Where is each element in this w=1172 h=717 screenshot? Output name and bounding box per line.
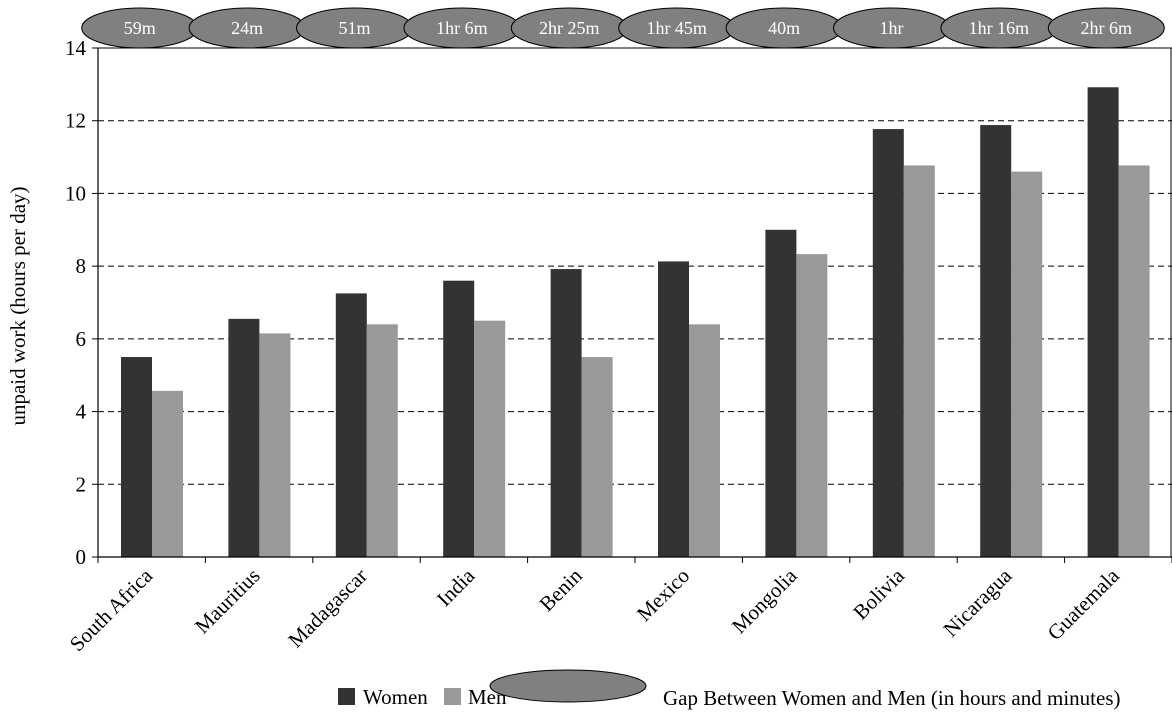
x-tick-labels: South Africa Mauritius Madagascar India Beni… xyxy=(65,563,1125,656)
x-tick-label: Mexico xyxy=(632,564,694,626)
y-tick-label: 2 xyxy=(76,472,87,496)
y-tick-label: 8 xyxy=(76,254,87,278)
bar-men xyxy=(796,254,828,557)
gap-label: 40m xyxy=(768,18,800,38)
y-tick-label: 12 xyxy=(65,109,86,133)
bar-women xyxy=(443,280,475,557)
y-tick-label: 14 xyxy=(65,36,87,60)
bar-men xyxy=(1118,165,1150,557)
legend-swatch-women xyxy=(338,688,355,705)
bar-men xyxy=(474,320,506,557)
bars xyxy=(121,87,1150,558)
y-axis-label: unpaid work (hours per day) xyxy=(6,186,30,425)
x-tick-label: Mongolia xyxy=(727,563,802,638)
y-tick-label: 6 xyxy=(76,327,87,351)
gap-label: 1hr xyxy=(880,18,904,38)
bar-women xyxy=(228,318,260,557)
bar-men xyxy=(689,324,720,557)
legend-swatch-men xyxy=(444,688,461,705)
bar-men xyxy=(903,165,935,557)
x-tick-label: South Africa xyxy=(65,563,158,656)
bar-women xyxy=(658,261,689,557)
gap-label: 59m xyxy=(124,18,156,38)
y-tick-label: 0 xyxy=(76,545,87,569)
y-tick-labels: 0 2 4 6 8 10 12 14 xyxy=(65,36,87,569)
y-tick-label: 4 xyxy=(76,400,87,424)
gap-label: 2hr 6m xyxy=(1081,18,1133,38)
gap-label: 51m xyxy=(338,18,370,38)
bar-women xyxy=(335,293,367,557)
legend-gap-ellipse xyxy=(489,669,647,703)
bar-women xyxy=(1087,87,1119,557)
x-tick-label: Guatemala xyxy=(1043,563,1125,645)
gap-label: 1hr 45m xyxy=(646,18,707,38)
x-tick-label: Madagascar xyxy=(283,564,372,653)
gap-label: 24m xyxy=(231,18,263,38)
x-tick-label: Bolivia xyxy=(848,563,909,624)
bar-men xyxy=(581,357,613,557)
gap-label: 1hr 16m xyxy=(969,18,1030,38)
legend: Women Men Gap Between Women and Men (in … xyxy=(338,669,1121,710)
axes xyxy=(92,47,1172,563)
x-tick-label: Nicaragua xyxy=(938,563,1016,641)
gap-label: 2hr 25m xyxy=(539,18,600,38)
bar-women xyxy=(872,129,904,558)
legend-label-women: Women xyxy=(363,685,428,709)
bar-women xyxy=(765,229,797,558)
gap-labels: 59m 24m 51m 1hr 6m 2hr 25m 1hr 45m 40m 1hr 1hr 1… xyxy=(81,7,1165,49)
y-tick-label: 10 xyxy=(65,181,86,205)
bar-men xyxy=(1011,171,1043,557)
gap-label: 1hr 6m xyxy=(436,18,488,38)
bar-women xyxy=(980,125,1012,557)
legend-label-gap: Gap Between Women and Men (in hours and … xyxy=(663,686,1121,710)
bar-women xyxy=(121,357,152,557)
bar-men xyxy=(259,333,291,557)
gap-ellipse xyxy=(1047,7,1165,49)
x-tick-label: India xyxy=(432,563,480,611)
x-tick-label: Mauritius xyxy=(190,564,265,639)
bar-men xyxy=(366,324,398,557)
x-tick-label: Benin xyxy=(534,563,587,616)
bar-women xyxy=(550,269,582,557)
bar-men xyxy=(152,390,183,557)
